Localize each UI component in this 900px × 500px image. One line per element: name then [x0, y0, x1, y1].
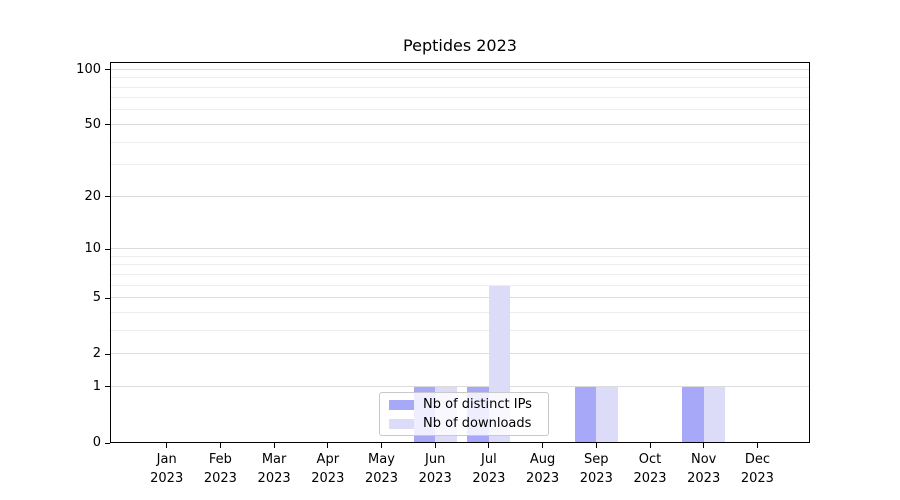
y-tick-100 [105, 69, 110, 71]
legend-swatch-distinct-ips-icon [389, 399, 414, 410]
x-tick-jun [434, 443, 436, 448]
x-tick-label-apr: Apr 2023 [311, 452, 345, 486]
y-tick-label-2: 2 [92, 346, 101, 362]
y-tick-label-10: 10 [84, 241, 101, 256]
x-tick-sep [595, 443, 597, 448]
gridline-minor-70 [110, 97, 810, 99]
y-tick-label-0: 0 [92, 435, 101, 450]
legend-item-distinct-ips: Nb of distinct IPs [389, 397, 539, 412]
x-tick-label-dec: Dec 2023 [740, 452, 774, 486]
x-tick-dec [756, 443, 758, 448]
legend-label-downloads: Nb of downloads [423, 416, 532, 431]
x-tick-label-may: May 2023 [364, 452, 399, 486]
gridline-minor-90 [110, 77, 810, 79]
gridline-major-1 [110, 385, 810, 387]
y-tick-label-100: 100 [76, 61, 101, 77]
y-tick-1 [105, 386, 110, 388]
gridline-minor-9 [110, 255, 810, 257]
gridline-major-5 [110, 297, 810, 298]
gridline-minor-6 [110, 284, 810, 286]
x-tick-may [381, 443, 382, 448]
legend-label-distinct-ips: Nb of distinct IPs [423, 397, 532, 412]
x-tick-label-feb: Feb 2023 [203, 452, 237, 486]
y-tick-label-50: 50 [84, 116, 101, 132]
x-tick-label-nov: Nov 2023 [687, 452, 721, 486]
y-tick-10 [105, 248, 110, 250]
gridline-minor-80 [110, 86, 810, 88]
x-tick-nov [703, 443, 705, 448]
y-tick-5 [105, 297, 110, 299]
x-tick-label-jul: Jul 2023 [472, 452, 506, 486]
x-tick-label-jan: Jan 2023 [150, 452, 184, 486]
x-tick-mar [273, 443, 275, 448]
bar-nov-downloads [703, 386, 726, 443]
chart-title: Peptides 2023 [403, 36, 517, 55]
x-tick-oct [649, 443, 651, 448]
y-tick-2 [105, 353, 110, 355]
gridline-major-100 [110, 68, 810, 70]
y-tick-label-1: 1 [92, 378, 101, 394]
y-tick-label-5: 5 [92, 290, 101, 305]
gridline-major-2 [110, 353, 810, 355]
gridline-minor-8 [110, 264, 810, 266]
x-tick-jul [488, 443, 490, 448]
x-tick-label-oct: Oct 2023 [633, 452, 667, 486]
gridline-major-50 [110, 123, 810, 125]
x-tick-label-aug: Aug 2023 [526, 452, 560, 486]
bar-nov-distinct-ips [682, 386, 704, 443]
x-tick-jan [166, 443, 168, 448]
x-tick-label-mar: Mar 2023 [257, 452, 291, 486]
gridline-minor-40 [110, 141, 810, 143]
legend-item-downloads: Nb of downloads [389, 416, 539, 431]
y-tick-50 [105, 124, 110, 126]
x-tick-feb [219, 443, 221, 448]
bar-sep-distinct-ips [574, 386, 597, 443]
gridline-major-20 [110, 195, 810, 197]
legend-swatch-downloads-icon [389, 418, 414, 429]
x-tick-label-jun: Jun 2023 [418, 452, 452, 486]
gridline-minor-7 [110, 273, 810, 275]
x-tick-label-sep: Sep 2023 [579, 452, 613, 486]
y-tick-0 [105, 442, 110, 444]
x-tick-apr [327, 443, 329, 448]
y-tick-label-20: 20 [84, 188, 101, 204]
legend: Nb of distinct IPs Nb of downloads [379, 392, 549, 436]
gridline-minor-60 [110, 109, 810, 111]
gridline-minor-30 [110, 164, 810, 166]
bar-sep-downloads [596, 386, 618, 443]
x-tick-aug [542, 443, 544, 448]
gridline-minor-3 [110, 329, 810, 331]
gridline-minor-4 [110, 311, 810, 313]
y-tick-20 [105, 196, 110, 198]
gridline-major-10 [110, 248, 810, 249]
plot-area [110, 62, 810, 443]
